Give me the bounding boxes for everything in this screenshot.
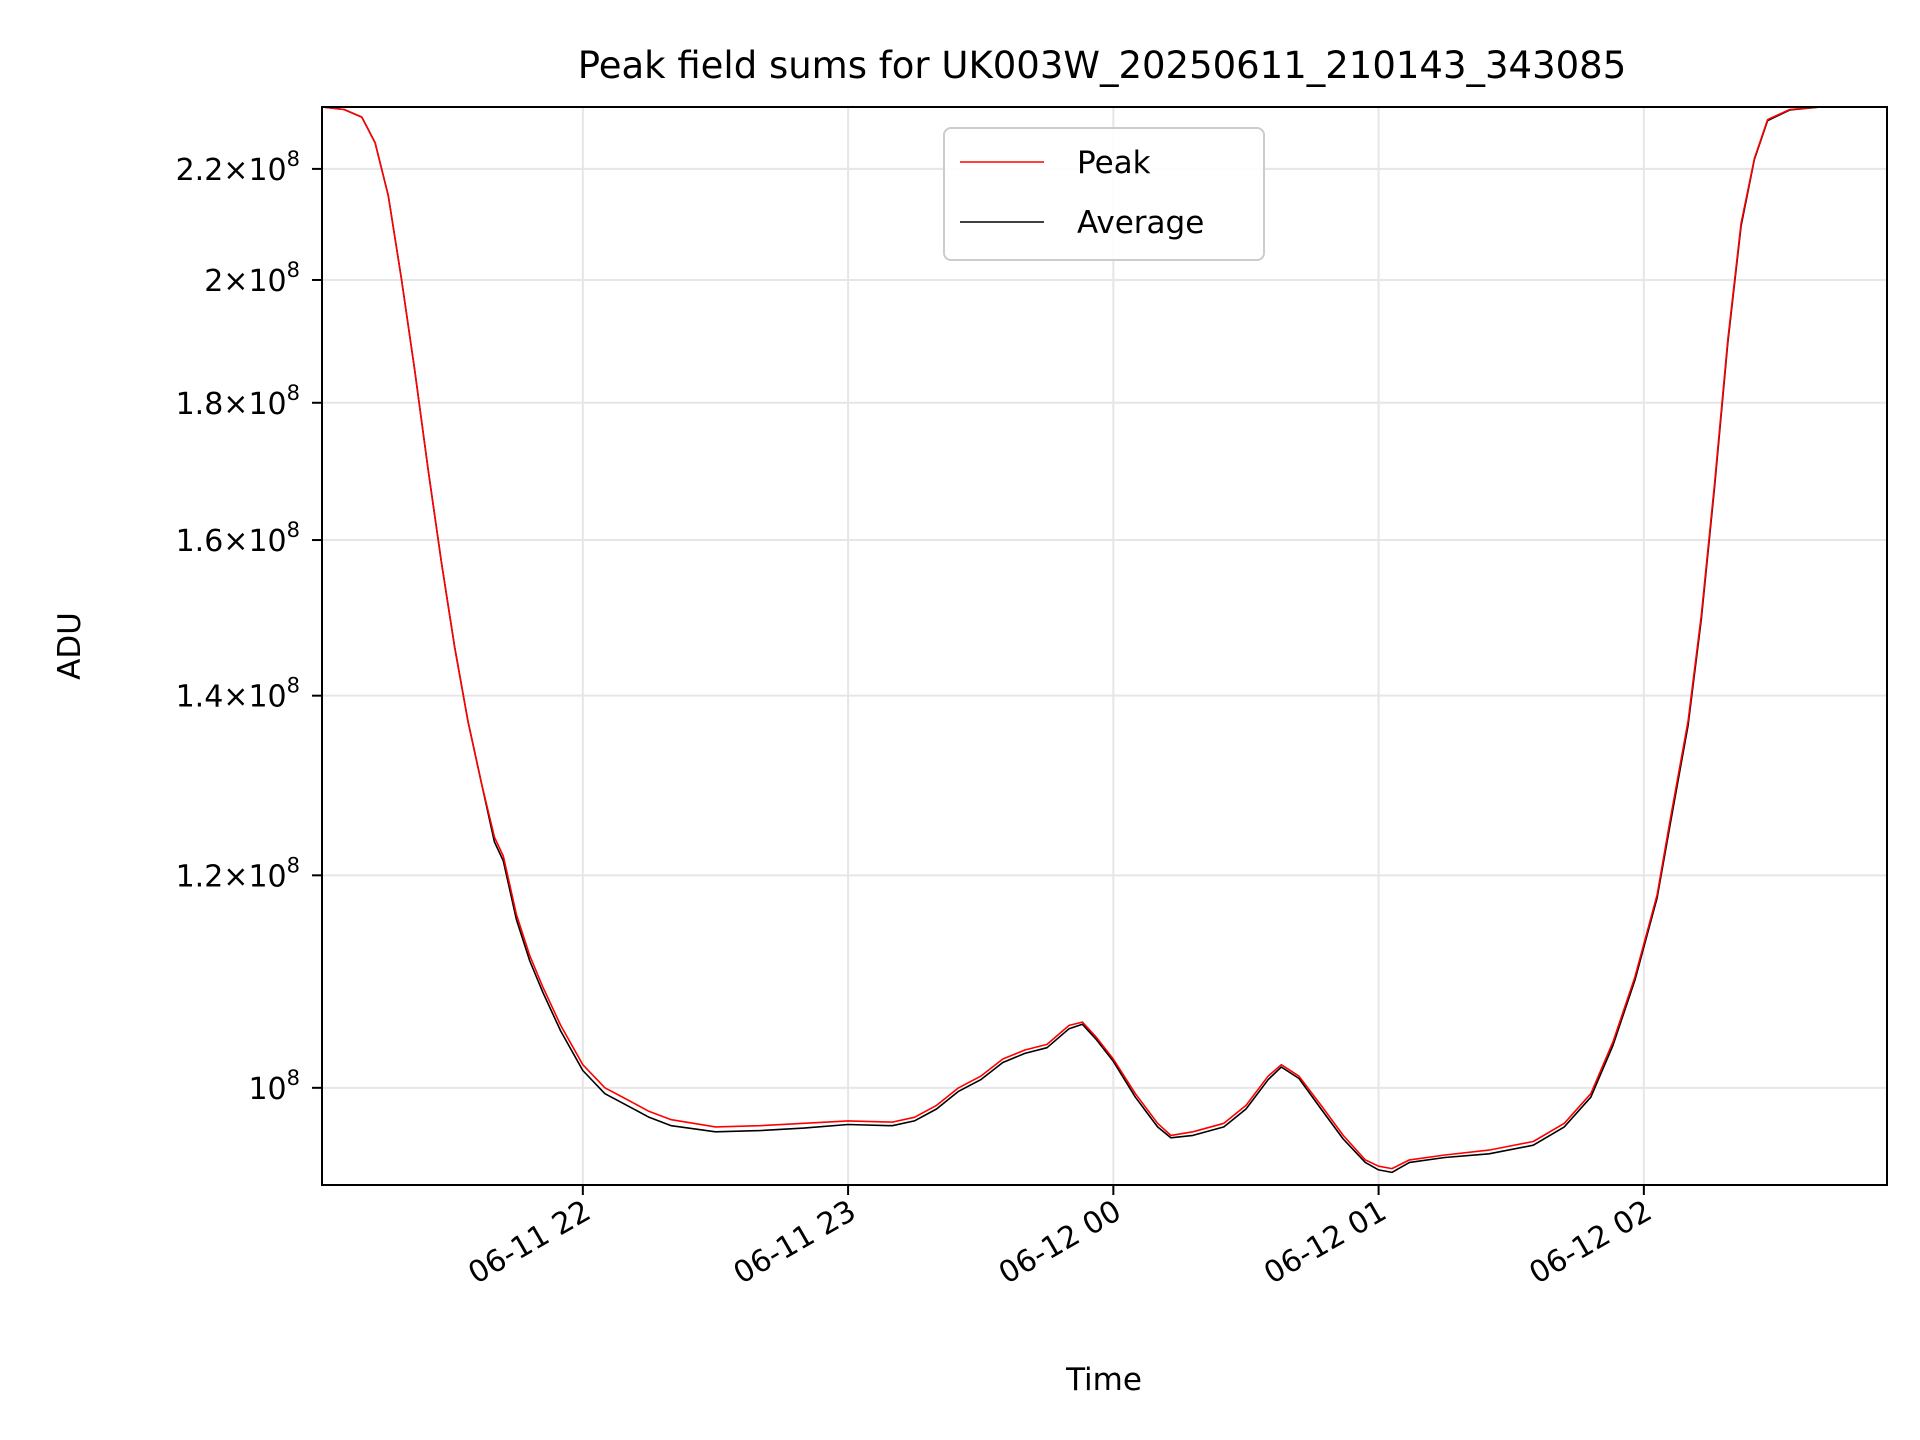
grid-layer xyxy=(322,107,1887,1185)
series-layer xyxy=(321,106,1887,1174)
y-tick-label: 1.4×108 xyxy=(176,674,300,715)
y-tick-label: 1.6×108 xyxy=(176,518,300,559)
y-tick-base: 1.2×10 xyxy=(176,859,287,894)
x-axis-label: Time xyxy=(1065,1362,1142,1398)
y-tick-base: 1.6×10 xyxy=(176,524,287,559)
y-tick-exponent: 8 xyxy=(287,381,300,405)
series-line-average xyxy=(321,106,1887,1174)
y-tick-label: 2.2×108 xyxy=(176,147,300,188)
y-tick-exponent: 8 xyxy=(287,518,300,542)
legend-box xyxy=(943,127,1265,261)
y-tick-exponent: 8 xyxy=(287,1066,300,1090)
legend-label-average: Average xyxy=(1077,205,1204,241)
y-tick-exponent: 8 xyxy=(287,674,300,698)
series-line-peak xyxy=(321,106,1887,1170)
y-tick-base: 10 xyxy=(248,1072,286,1107)
y-tick-base: 2×10 xyxy=(204,264,286,299)
y-tick-exponent: 8 xyxy=(287,258,300,282)
y-tick-label: 2×108 xyxy=(204,258,300,299)
y-tick-label: 1.8×108 xyxy=(176,381,300,422)
y-tick-base: 1.8×10 xyxy=(176,387,287,422)
chart-title: Peak field sums for UK003W_20250611_2101… xyxy=(578,44,1627,87)
y-tick-base: 1.4×10 xyxy=(176,680,287,715)
y-axis-label: ADU xyxy=(52,612,88,680)
y-tick-label: 1.2×108 xyxy=(176,853,300,894)
legend: Peak Average xyxy=(943,127,1265,261)
plot-frame xyxy=(321,106,1888,1186)
y-tick-label: 108 xyxy=(248,1066,300,1107)
legend-label-peak: Peak xyxy=(1077,145,1151,181)
y-tick-exponent: 8 xyxy=(287,853,300,877)
y-tick-exponent: 8 xyxy=(287,147,300,171)
y-axis-ticks: 1081.2×1081.4×1081.6×1081.8×1082×1082.2×… xyxy=(176,147,322,1107)
y-tick-base: 2.2×10 xyxy=(176,153,287,188)
